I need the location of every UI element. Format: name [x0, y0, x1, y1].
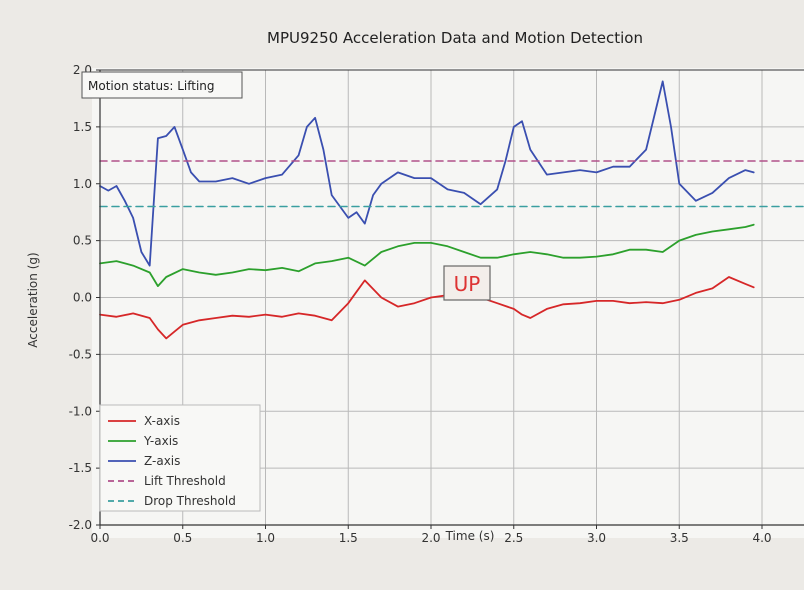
x-tick-label: 3.0: [587, 531, 606, 545]
y-tick-label: -1.0: [69, 404, 92, 418]
x-axis-label: Time (s): [445, 529, 495, 543]
legend: X-axis Y-axis Z-axis Lift Threshold Drop Thr…: [99, 404, 261, 512]
motion-status-text: Motion status: Lifting: [88, 79, 215, 93]
x-tick-label: 3.5: [670, 531, 689, 545]
motion-status-box: Motion status: Lifting: [81, 71, 243, 99]
legend-frame: [99, 404, 261, 512]
series-line-x-axis: [99, 276, 755, 340]
y-tick-label: 1.5: [73, 120, 92, 134]
y-tick-label: -1.5: [69, 461, 92, 475]
tick-labels: 0.0 0.5 1.0 1.5 2.0 2.5 3.0 3.5 4.0 -2.0 -1.5 -1.0 -…: [69, 63, 772, 545]
legend-label: Drop Threshold: [144, 494, 236, 508]
x-tick-label: 2.5: [504, 531, 523, 545]
series-line-y-axis: [99, 223, 755, 288]
y-tick-label: 1.0: [73, 177, 92, 191]
up-annotation-frame: [443, 265, 491, 301]
legend-label: X-axis: [144, 414, 180, 428]
legend-label: Z-axis: [144, 454, 180, 468]
legend-label: Lift Threshold: [144, 474, 226, 488]
y-tick-label: 0.5: [73, 234, 92, 248]
up-annotation-text: UP: [454, 272, 481, 296]
y-tick-label: 0.0: [73, 291, 92, 305]
chart-title: MPU9250 Acceleration Data and Motion Det…: [267, 29, 643, 47]
series-layer: [99, 80, 804, 340]
x-tick-label: 4.0: [752, 531, 771, 545]
y-tick-label: -2.0: [69, 518, 92, 532]
up-annotation: UP: [443, 265, 491, 301]
motion-status-frame: [81, 71, 243, 99]
x-tick-label: 0.0: [90, 531, 109, 545]
x-tick-label: 0.5: [173, 531, 192, 545]
y-axis-label: Acceleration (g): [26, 252, 40, 347]
series-line-z-axis: [99, 80, 755, 267]
x-tick-label: 1.0: [256, 531, 275, 545]
grid: [99, 69, 804, 526]
y-tick-label: -0.5: [69, 347, 92, 361]
x-tick-label: 1.5: [339, 531, 358, 545]
x-tick-label: 2.0: [421, 531, 440, 545]
legend-label: Y-axis: [143, 434, 178, 448]
